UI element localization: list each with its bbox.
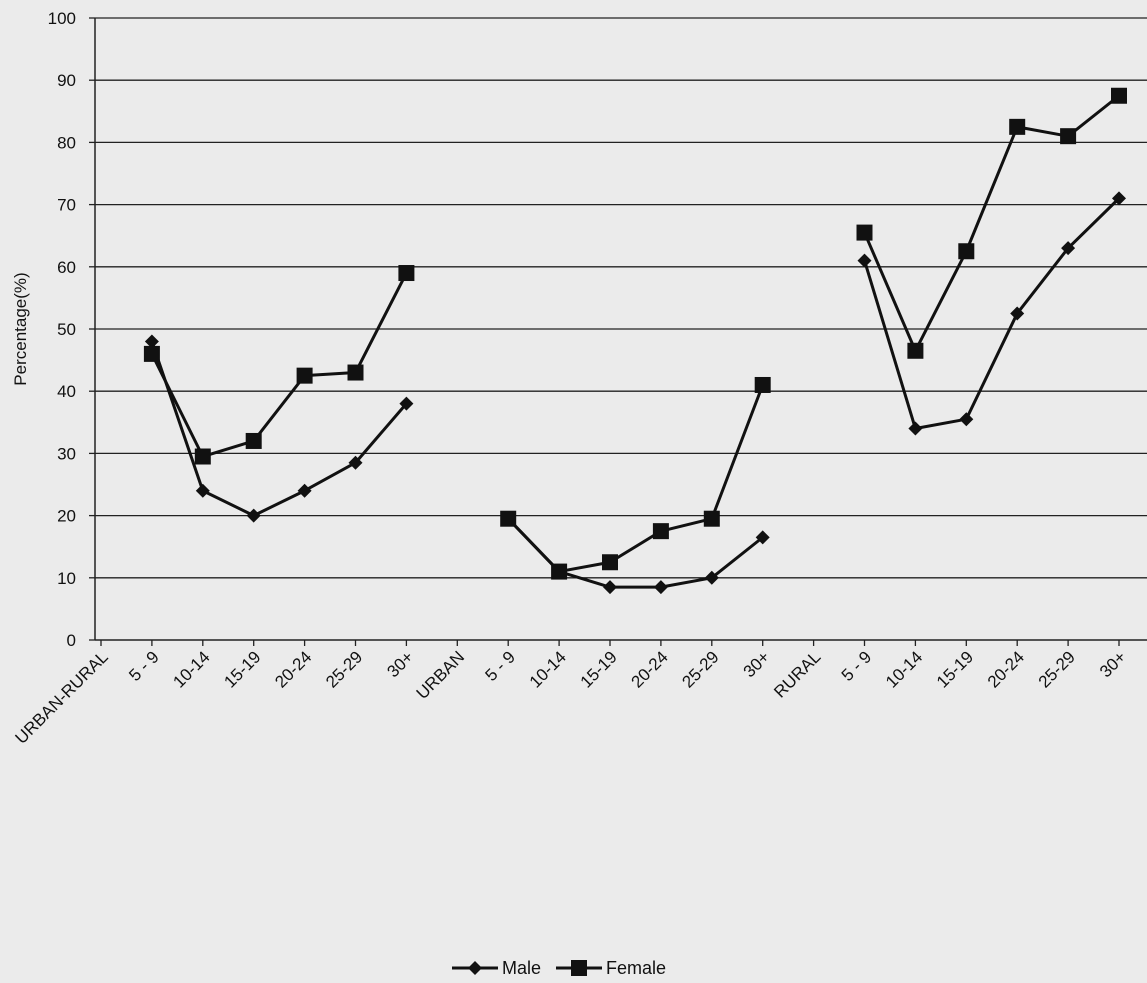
y-axis-title: Percentage(%) — [11, 272, 30, 385]
legend-marker — [571, 960, 587, 976]
series-line-female — [150, 272, 408, 459]
x-tick-label: 30+ — [383, 647, 417, 681]
data-point-female — [551, 563, 568, 580]
series-line-male — [507, 517, 764, 589]
y-tick-label: 10 — [57, 569, 76, 588]
data-point-male — [1061, 241, 1076, 256]
x-tick-label: 20-24 — [271, 647, 315, 691]
data-point-male — [399, 396, 414, 411]
data-point-female — [347, 364, 364, 381]
data-point-male — [755, 530, 770, 545]
y-tick-label: 40 — [57, 382, 76, 401]
legend-item-male: Male — [452, 958, 541, 978]
series-line-male — [150, 340, 408, 518]
data-point-female — [856, 224, 873, 241]
data-point-female — [907, 342, 924, 359]
data-point-female — [143, 345, 160, 362]
data-point-female — [958, 243, 975, 260]
x-tick-label: URBAN-RURAL — [12, 647, 112, 747]
x-tick-label: RURAL — [770, 647, 824, 701]
data-point-female — [500, 510, 517, 527]
x-tick-label: 15-19 — [220, 647, 264, 691]
series-line-female — [863, 94, 1120, 353]
x-tick-label: 25-29 — [1035, 647, 1079, 691]
data-point-female — [652, 523, 669, 540]
x-tick-label: 30+ — [740, 647, 774, 681]
series-female — [143, 87, 1127, 580]
x-tick-label: 20-24 — [984, 647, 1028, 691]
x-tick-label: 30+ — [1096, 647, 1130, 681]
data-point-male — [1010, 306, 1025, 321]
x-tick-label: 10-14 — [882, 647, 926, 691]
y-tick-label: 50 — [57, 320, 76, 339]
data-point-male — [297, 483, 312, 498]
data-point-male — [653, 580, 668, 595]
data-point-male — [704, 570, 719, 585]
data-point-male — [603, 580, 617, 595]
y-tick-label: 80 — [57, 133, 76, 152]
y-tick-label: 20 — [57, 507, 76, 526]
data-point-female — [296, 367, 313, 384]
x-tick-label: 20-24 — [628, 647, 672, 691]
x-tick-label: 5 - 9 — [125, 647, 162, 684]
legend-label: Male — [502, 958, 541, 978]
data-point-female — [398, 265, 415, 282]
data-point-female — [754, 376, 771, 393]
x-tick-label: 15-19 — [933, 647, 977, 691]
data-point-male — [857, 253, 872, 268]
legend-item-female: Female — [556, 958, 666, 978]
data-point-male — [908, 421, 923, 436]
data-point-female — [1060, 128, 1077, 145]
y-tick-label: 60 — [57, 258, 76, 277]
data-point-male — [348, 455, 363, 470]
x-tick-label: 10-14 — [526, 647, 570, 691]
y-tick-label: 0 — [67, 631, 76, 650]
x-tick-label: URBAN — [413, 647, 469, 703]
series — [143, 87, 1127, 595]
data-point-female — [703, 510, 720, 527]
x-tick-label: 10-14 — [169, 647, 213, 691]
x-tick-label: 15-19 — [577, 647, 621, 691]
x-tick-label: 25-29 — [322, 647, 366, 691]
legend: Male Female — [452, 958, 666, 978]
data-point-female — [1009, 118, 1026, 135]
data-point-male — [195, 483, 210, 498]
data-point-male — [144, 334, 159, 349]
data-point-male — [959, 412, 974, 427]
x-tick-label: 5 - 9 — [482, 647, 519, 684]
x-tick-label: 5 - 9 — [838, 647, 875, 684]
x-tick-label: 25-29 — [678, 647, 722, 691]
y-tick-label: 70 — [57, 196, 76, 215]
data-point-female — [194, 448, 211, 465]
series-line-female — [507, 384, 765, 574]
legend-marker — [468, 961, 482, 975]
y-tick-label: 90 — [57, 71, 76, 90]
gridlines: 0 10 20 30 40 50 60 70 80 90 100 — [48, 9, 1147, 650]
y-tick-label: 30 — [57, 444, 76, 463]
data-point-male — [1112, 191, 1126, 206]
data-point-female — [602, 554, 618, 571]
axes: URBAN-RURAL 5 - 9 10-14 15-19 20-24 25-29 30+U… — [12, 17, 1147, 748]
y-tick-label: 100 — [48, 9, 76, 28]
series-line-male — [863, 197, 1121, 431]
data-point-male — [246, 508, 261, 523]
data-point-female — [1111, 87, 1127, 104]
data-point-female — [245, 432, 262, 449]
legend-label: Female — [606, 958, 666, 978]
